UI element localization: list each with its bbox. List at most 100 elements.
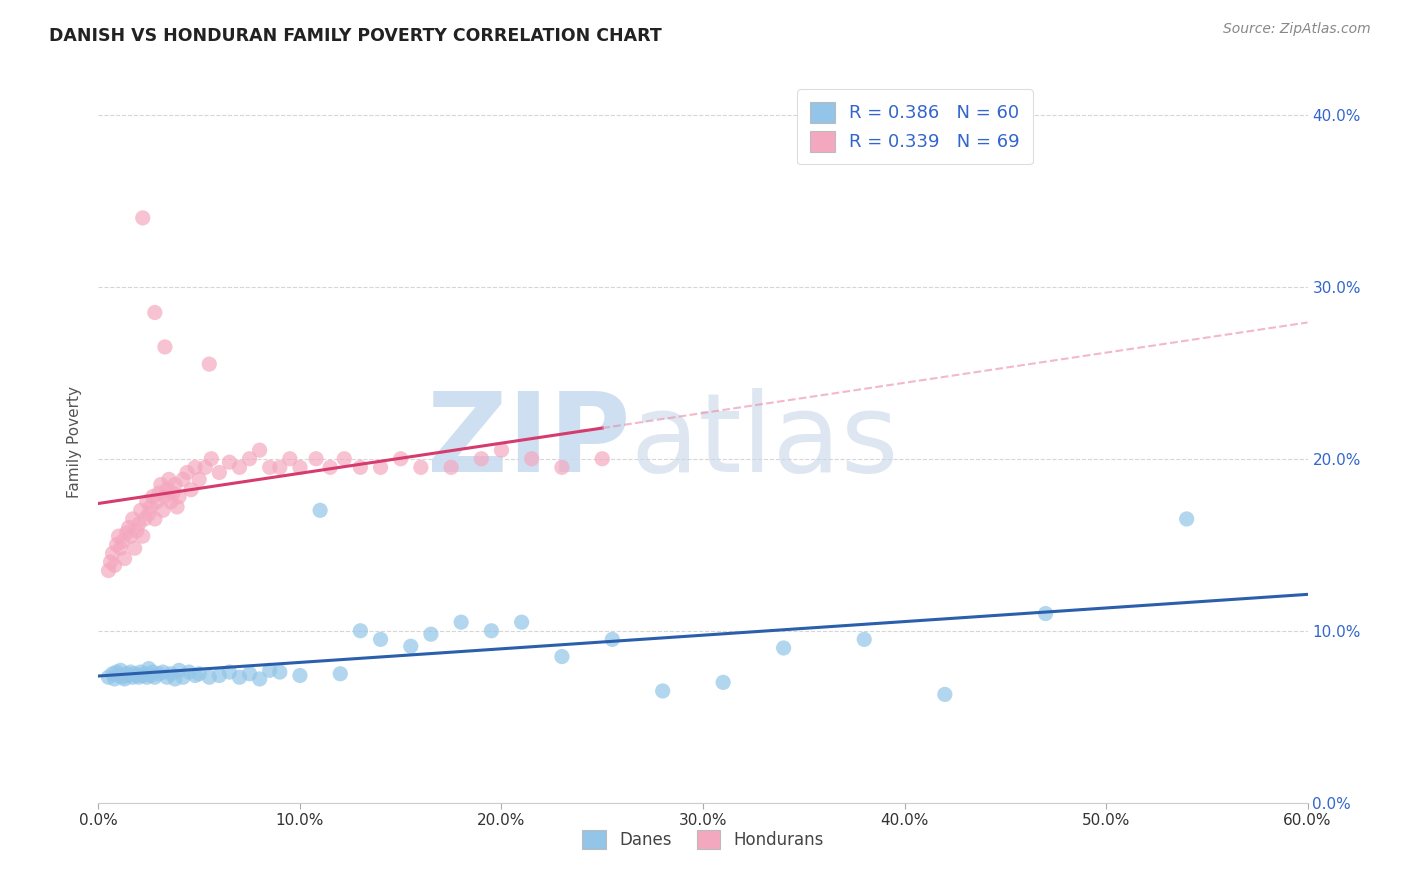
Point: [121, 670, 143, 684]
Point: [152, 503, 174, 517]
Point: [118, 668, 141, 682]
Point: [118, 520, 141, 534]
Point: [651, 684, 673, 698]
Point: [269, 460, 291, 475]
Point: [176, 466, 198, 480]
Point: [153, 340, 176, 354]
Point: [228, 670, 250, 684]
Point: [218, 455, 240, 469]
Point: [162, 486, 184, 500]
Point: [142, 490, 165, 504]
Point: [278, 451, 301, 466]
Point: [1035, 607, 1057, 621]
Point: [198, 357, 221, 371]
Point: [138, 507, 160, 521]
Point: [134, 512, 156, 526]
Point: [389, 451, 412, 466]
Point: [370, 632, 392, 647]
Point: [132, 668, 155, 682]
Point: [259, 460, 281, 475]
Point: [148, 486, 170, 500]
Point: [105, 665, 128, 679]
Point: [481, 624, 503, 638]
Point: [370, 460, 392, 475]
Point: [288, 460, 311, 475]
Point: [399, 639, 422, 653]
Point: [143, 670, 166, 684]
Point: [97, 564, 120, 578]
Point: [249, 443, 271, 458]
Point: [602, 632, 624, 647]
Point: [139, 668, 162, 682]
Point: [103, 558, 125, 573]
Point: [349, 624, 371, 638]
Point: [114, 551, 136, 566]
Point: [319, 460, 342, 475]
Point: [420, 627, 443, 641]
Point: [200, 451, 222, 466]
Point: [305, 451, 328, 466]
Point: [128, 517, 150, 532]
Point: [135, 670, 157, 684]
Point: [409, 460, 432, 475]
Point: [711, 675, 734, 690]
Point: [288, 668, 311, 682]
Point: [208, 466, 231, 480]
Point: [153, 490, 176, 504]
Point: [520, 451, 543, 466]
Point: [156, 670, 179, 684]
Point: [259, 664, 281, 678]
Point: [172, 472, 194, 486]
Point: [333, 451, 356, 466]
Point: [157, 472, 180, 486]
Point: [120, 529, 142, 543]
Point: [100, 555, 122, 569]
Point: [139, 500, 162, 514]
Point: [160, 666, 183, 681]
Point: [115, 525, 138, 540]
Point: [152, 665, 174, 679]
Point: [163, 477, 186, 491]
Point: [143, 512, 166, 526]
Point: [107, 529, 129, 543]
Point: [551, 460, 574, 475]
Point: [249, 672, 271, 686]
Point: [128, 670, 150, 684]
Point: [772, 640, 794, 655]
Point: [934, 687, 956, 701]
Point: [349, 460, 371, 475]
Point: [110, 541, 132, 556]
Point: [110, 664, 132, 678]
Point: [135, 494, 157, 508]
Point: [160, 494, 183, 508]
Point: [101, 546, 124, 560]
Text: atlas: atlas: [630, 388, 898, 495]
Point: [180, 483, 202, 497]
Point: [148, 666, 170, 681]
Point: [309, 503, 332, 517]
Point: [103, 672, 125, 686]
Point: [105, 538, 128, 552]
Point: [228, 460, 250, 475]
Point: [167, 664, 190, 678]
Point: [239, 666, 262, 681]
Point: [115, 666, 138, 681]
Text: ZIP: ZIP: [427, 388, 630, 495]
Point: [172, 670, 194, 684]
Point: [163, 672, 186, 686]
Point: [491, 443, 513, 458]
Point: [146, 494, 169, 508]
Point: [470, 451, 492, 466]
Point: [143, 305, 166, 319]
Point: [125, 668, 148, 682]
Point: [129, 503, 152, 517]
Point: [124, 541, 146, 556]
Point: [194, 460, 217, 475]
Point: [111, 670, 134, 684]
Y-axis label: Family Poverty: Family Poverty: [67, 385, 83, 498]
Point: [184, 460, 207, 475]
Point: [167, 490, 190, 504]
Point: [138, 662, 160, 676]
Point: [132, 211, 155, 225]
Point: [208, 668, 231, 682]
